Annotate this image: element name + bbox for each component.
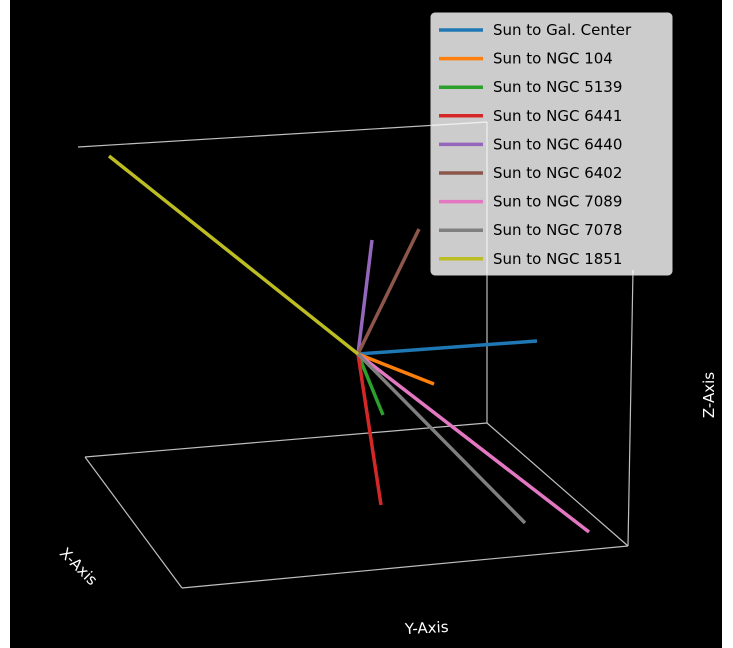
pane-edge (181, 545, 629, 589)
series-line (356, 353, 383, 506)
series-lines (107, 154, 591, 534)
series-line (356, 228, 421, 355)
legend-box (430, 12, 673, 276)
legend-label: Sun to NGC 6402 (493, 164, 622, 182)
y-axis-label: Y-Axis (404, 618, 450, 638)
series-line (356, 352, 527, 525)
series-line (357, 339, 538, 356)
legend-label: Sun to Gal. Center (493, 21, 632, 39)
legend-label: Sun to NGC 5139 (493, 78, 622, 96)
legend: Sun to Gal. Center Sun to NGC 104 Sun to N… (430, 12, 673, 276)
pane-edges (77, 121, 634, 589)
series-line (356, 353, 385, 416)
legend-label: Sun to NGC 104 (493, 50, 613, 68)
legend-entries: Sun to Gal. Center Sun to NGC 104 Sun to N… (439, 21, 632, 268)
z-axis-label: Z-Axis (700, 372, 718, 418)
series-line (357, 352, 435, 386)
series-line (356, 352, 591, 534)
legend-label: Sun to NGC 6440 (493, 135, 622, 153)
series-line (356, 239, 374, 355)
pane-edge (486, 422, 629, 547)
pane-edge (84, 456, 183, 589)
pane-edge (77, 121, 488, 148)
pane-edge (627, 269, 634, 547)
legend-label: Sun to NGC 7078 (493, 221, 622, 239)
legend-label: Sun to NGC 1851 (493, 250, 622, 268)
series-line (107, 154, 360, 356)
legend-label: Sun to NGC 6441 (493, 107, 622, 125)
pane-edge (84, 422, 488, 458)
legend-label: Sun to NGC 7089 (493, 193, 622, 211)
